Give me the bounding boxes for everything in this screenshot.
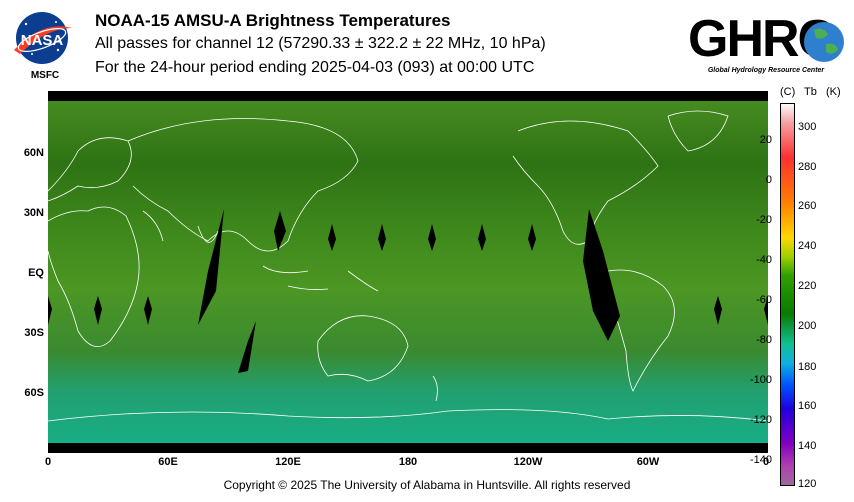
lat-label-eq: EQ bbox=[28, 267, 44, 279]
lon-label-180: 180 bbox=[398, 456, 418, 468]
ghrc-logo: GHRC Global Hydrology Resource Center bbox=[686, 8, 848, 78]
lon-label-0: 0 bbox=[44, 456, 52, 468]
title-line-3: For the 24-hour period ending 2025-04-03… bbox=[95, 59, 535, 76]
colorbar-tick-k: 220 bbox=[798, 280, 817, 292]
colorbar-tick-c: -140 bbox=[749, 454, 772, 466]
brightness-temperature-map bbox=[47, 91, 769, 453]
nasa-logo: NASA MSFC bbox=[12, 10, 76, 82]
lat-label-30n: 30N bbox=[23, 207, 44, 219]
colorbar-tick-k: 260 bbox=[798, 200, 817, 212]
south-data-gap bbox=[48, 443, 768, 453]
colorbar bbox=[780, 103, 795, 486]
colorbar-tick-c: 20 bbox=[759, 134, 772, 146]
colorbar-tick-c: -40 bbox=[756, 254, 772, 266]
colorbar-tick-c: -80 bbox=[756, 334, 772, 346]
colorbar-tick-k: 300 bbox=[798, 121, 817, 133]
copyright-notice: Copyright © 2025 The University of Alaba… bbox=[223, 478, 631, 492]
colorbar-tick-c: -20 bbox=[756, 214, 772, 226]
lat-label-60s: 60S bbox=[24, 387, 44, 399]
colorbar-tick-k: 240 bbox=[798, 240, 817, 252]
colorbar-tick-k: 200 bbox=[798, 320, 817, 332]
title-block: NOAA-15 AMSU-A Brightness Temperatures A… bbox=[95, 10, 546, 80]
msfc-label: MSFC bbox=[31, 70, 59, 81]
nasa-wordmark: NASA bbox=[21, 32, 64, 49]
lat-label-30s: 30S bbox=[24, 327, 44, 339]
colorbar-tick-c: -60 bbox=[756, 294, 772, 306]
colorbar-unit-c: (C) bbox=[780, 86, 796, 98]
lon-label-120e: 120E bbox=[275, 456, 301, 468]
colorbar-tick-k: 160 bbox=[798, 400, 817, 412]
colorbar-label-tb: Tb bbox=[804, 86, 817, 98]
north-data-gap bbox=[48, 91, 768, 101]
title-line-1: NOAA-15 AMSU-A Brightness Temperatures bbox=[95, 11, 451, 30]
colorbar-tick-k: 180 bbox=[798, 361, 817, 373]
lat-label-60n: 60N bbox=[23, 147, 44, 159]
colorbar-tick-k: 140 bbox=[798, 440, 817, 452]
lon-label-0-east: 0 bbox=[762, 456, 770, 468]
colorbar-unit-k: (K) bbox=[826, 86, 841, 98]
colorbar-tick-c: -100 bbox=[749, 374, 772, 386]
colorbar-tick-k: 280 bbox=[798, 161, 817, 173]
orbit-gaps bbox=[48, 209, 768, 373]
lon-label-60e: 60E bbox=[158, 456, 178, 468]
colorbar-tick-c: -120 bbox=[749, 414, 772, 426]
lon-label-60w: 60W bbox=[636, 456, 660, 468]
ghrc-subtitle: Global Hydrology Resource Center bbox=[708, 67, 826, 74]
colorbar-tick-k: 120 bbox=[798, 478, 817, 490]
lon-label-120w: 120W bbox=[513, 456, 543, 468]
title-line-2: All passes for channel 12 (57290.33 ± 32… bbox=[95, 35, 546, 52]
colorbar-tick-c: 0 bbox=[765, 174, 772, 186]
